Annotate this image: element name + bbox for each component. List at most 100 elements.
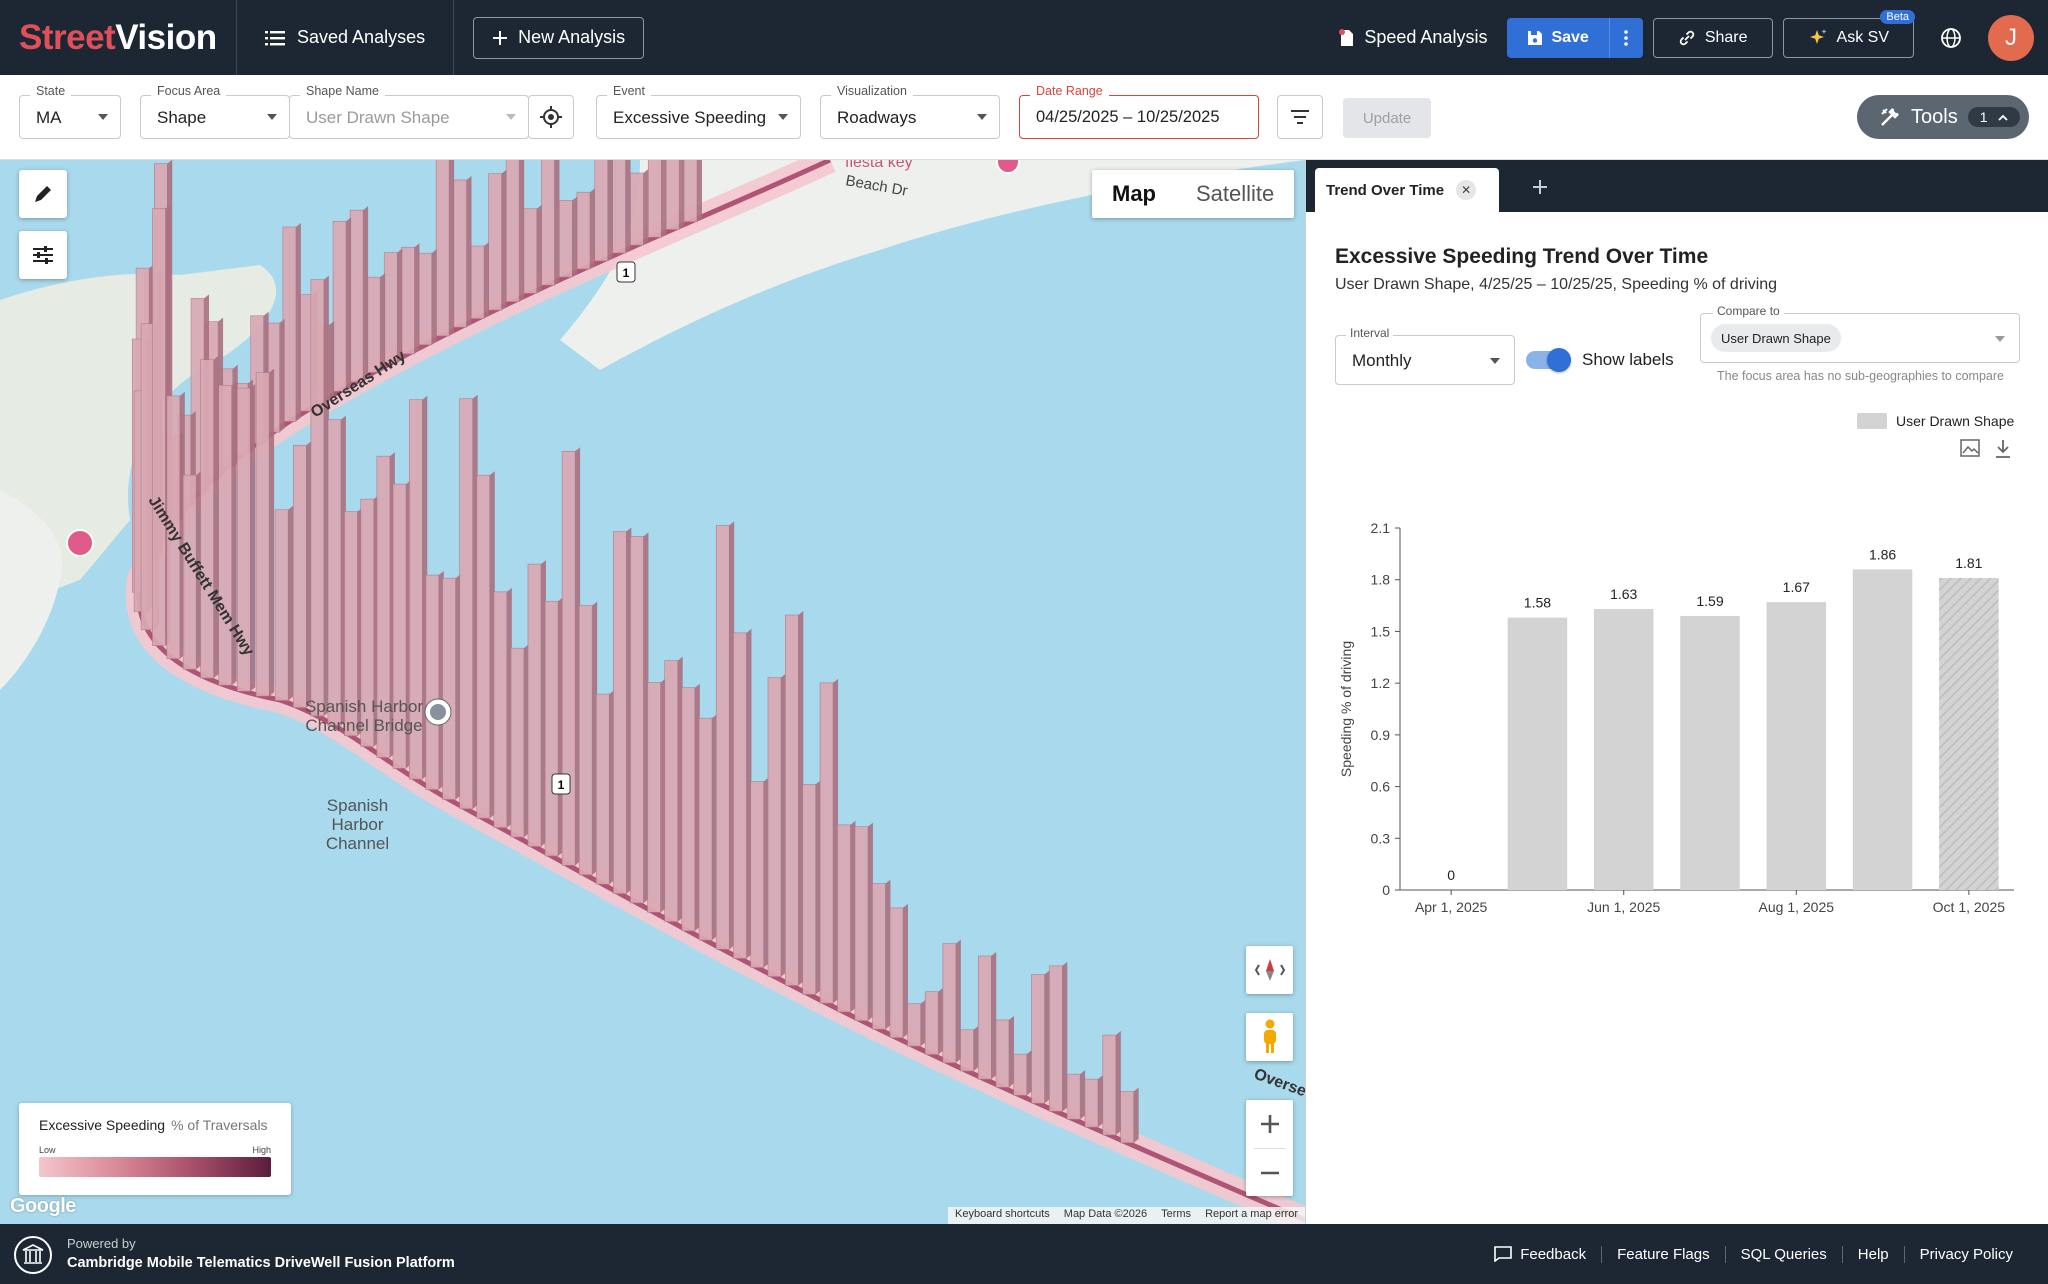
poi-pin-bridge[interactable]: [424, 698, 452, 726]
ask-sv-button[interactable]: Ask SV Beta: [1782, 9, 1915, 58]
chart-bar[interactable]: [1852, 569, 1913, 890]
state-select[interactable]: State MA: [19, 84, 121, 139]
speeding-bar: [613, 531, 627, 894]
bridge-label: Spanish Harbor Channel Bridge: [304, 697, 424, 735]
poi-pin-hotel[interactable]: [66, 529, 94, 557]
speeding-bar: [327, 419, 342, 726]
speeding-bar-side: [269, 368, 275, 697]
street-view-pegman[interactable]: [1246, 1013, 1293, 1061]
user-avatar[interactable]: J: [1988, 14, 2034, 61]
speed-analysis-indicator[interactable]: Speed Analysis: [1338, 27, 1487, 48]
add-tab-button[interactable]: [1531, 172, 1549, 203]
interval-select[interactable]: Interval Monthly: [1335, 326, 1515, 385]
toggle-knob: [1547, 348, 1571, 372]
speeding-bar: [664, 660, 678, 922]
speeding-bar-side: [850, 820, 856, 1012]
speeding-bar-side: [607, 160, 613, 261]
fiesta-key-label: fiesta key: [845, 160, 913, 171]
y-tick-label: 1.5: [1371, 623, 1391, 639]
speeding-bar-side: [523, 644, 529, 838]
map-view[interactable]: 1 1 fiesta key Beach Dr Overseas Hwy Jim…: [0, 160, 1305, 1224]
feature-flags-link[interactable]: Feature Flags: [1601, 1245, 1725, 1263]
legend-low: Low: [39, 1145, 56, 1155]
y-tick-label: 2.1: [1371, 520, 1391, 536]
privacy-policy-link[interactable]: Privacy Policy: [1903, 1245, 2028, 1263]
x-tick-label: Apr 1, 2025: [1415, 899, 1488, 915]
report-error-link[interactable]: Report a map error: [1205, 1208, 1298, 1220]
speeding-bar-side: [506, 587, 512, 828]
speeding-bar-side: [484, 242, 490, 319]
logo-vision: Vision: [115, 17, 217, 57]
speeding-bar: [255, 372, 270, 697]
new-analysis-button[interactable]: New Analysis: [473, 16, 645, 59]
speeding-bar-side: [798, 611, 804, 986]
app-logo[interactable]: StreetVision: [0, 18, 236, 58]
tab-trend-over-time[interactable]: Trend Over Time ✕: [1315, 168, 1499, 212]
speeding-bar: [505, 160, 520, 302]
locate-button[interactable]: [528, 95, 574, 139]
speeding-bar-side: [519, 160, 525, 302]
chart-bar[interactable]: [1680, 615, 1740, 890]
zoom-out-button[interactable]: [1260, 1149, 1280, 1196]
save-more-button[interactable]: [1608, 17, 1643, 58]
event-select[interactable]: Event Excessive Speeding: [596, 84, 801, 139]
speeding-bar: [200, 359, 214, 679]
chart-bar[interactable]: [1939, 577, 1999, 890]
bar-value-label: 1.67: [1783, 579, 1810, 595]
compass-button[interactable]: [1246, 946, 1293, 994]
satellite-view-button[interactable]: Satellite: [1196, 181, 1275, 206]
chart-bar[interactable]: [1766, 602, 1827, 890]
speeding-bar-side: [380, 273, 386, 373]
filter-button[interactable]: [1277, 95, 1323, 139]
zoom-in-button[interactable]: [1260, 1100, 1280, 1148]
update-button[interactable]: Update: [1343, 98, 1431, 138]
new-analysis-wrap: New Analysis: [454, 16, 645, 59]
map-canvas[interactable]: 1 1 fiesta key Beach Dr Overseas Hwy Jim…: [0, 160, 1305, 1224]
speeding-bar: [647, 160, 662, 238]
feedback-link[interactable]: Feedback: [1479, 1246, 1601, 1263]
focus-area-select[interactable]: Focus Area Shape: [140, 84, 290, 139]
saved-analyses-link[interactable]: Saved Analyses: [237, 0, 453, 75]
sql-queries-link[interactable]: SQL Queries: [1724, 1245, 1842, 1263]
y-tick-label: 1.8: [1371, 572, 1391, 588]
svg-text:1: 1: [623, 266, 630, 280]
y-tick-label: 1.2: [1371, 675, 1391, 691]
terms-link[interactable]: Terms: [1161, 1208, 1192, 1220]
tools-button[interactable]: Tools 1: [1857, 95, 2029, 139]
route-shield: 1: [616, 261, 636, 283]
map-data-credit: Map Data ©2026: [1063, 1208, 1148, 1220]
speeding-bar: [612, 160, 626, 254]
speeding-bar-side: [250, 384, 256, 692]
save-button[interactable]: Save: [1507, 17, 1609, 58]
keyboard-shortcuts-link[interactable]: Keyboard shortcuts: [955, 1208, 1050, 1220]
speeding-bar: [152, 208, 166, 646]
chart-bar[interactable]: [1593, 609, 1654, 890]
close-tab-icon[interactable]: ✕: [1456, 180, 1477, 200]
image-export-icon[interactable]: [1960, 439, 1980, 457]
show-labels-toggle[interactable]: Show labels: [1526, 348, 1674, 372]
bar-value-label: 1.86: [1869, 546, 1896, 562]
speeding-bar-side: [677, 656, 683, 922]
map-view-button[interactable]: Map: [1112, 181, 1156, 206]
date-range-field[interactable]: Date Range 04/25/2025 – 10/25/2025: [1019, 84, 1259, 139]
poi-pin-fiesta-key[interactable]: [996, 160, 1020, 174]
help-link[interactable]: Help: [1841, 1245, 1904, 1263]
toggle-track[interactable]: [1526, 348, 1571, 372]
speeding-bar: [140, 323, 155, 631]
chart-bar[interactable]: [1507, 617, 1568, 890]
compare-helper-text: The focus area has no sub-geographies to…: [1717, 369, 2004, 383]
y-tick-label: 0.3: [1371, 830, 1391, 846]
shape-name-label: Shape Name: [300, 84, 385, 98]
visualization-select[interactable]: Visualization Roadways: [820, 84, 1000, 139]
language-button[interactable]: [1936, 23, 1966, 53]
draw-tool-button[interactable]: [19, 170, 67, 218]
compare-to-select[interactable]: Compare to User Drawn Shape: [1700, 304, 2020, 363]
x-tick-label: Aug 1, 2025: [1759, 899, 1835, 915]
map-settings-button[interactable]: [19, 231, 67, 279]
download-icon[interactable]: [1994, 439, 2012, 459]
speeding-bar: [349, 209, 364, 383]
speeding-bar: [558, 200, 573, 278]
shape-name-select[interactable]: Shape Name User Drawn Shape: [289, 84, 529, 139]
share-button[interactable]: Share: [1652, 17, 1773, 58]
speeding-bar: [292, 444, 307, 708]
